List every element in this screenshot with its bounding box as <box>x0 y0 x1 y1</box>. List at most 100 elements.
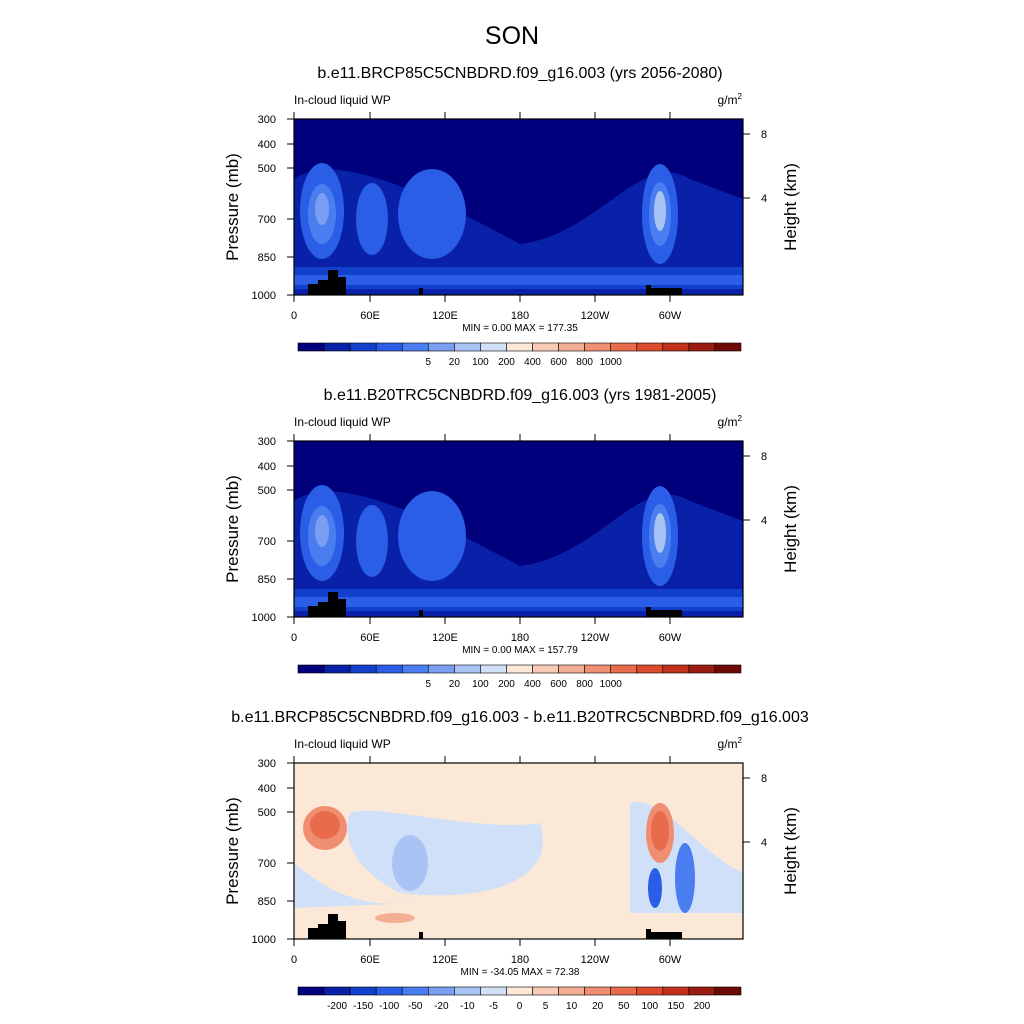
colorbar-label: 150 <box>668 1001 685 1012</box>
y2-tick-label: 8 <box>761 451 767 463</box>
colorbar-swatch <box>584 986 612 996</box>
y-tick-label: 500 <box>258 163 276 175</box>
colorbar-swatch <box>532 342 559 352</box>
colorbar-swatch <box>558 664 585 674</box>
y2-tick-label: 8 <box>761 129 767 141</box>
terrain-mask <box>419 932 423 939</box>
panel-2-colorbar: 5 20 100 200 400 600 800 1000 <box>297 664 742 690</box>
field-negative <box>675 843 695 913</box>
terrain-mask <box>419 610 423 617</box>
panel-3-y-axis-title: Pressure (mb) <box>223 797 242 905</box>
terrain-mask <box>646 607 682 617</box>
panel-3-variable: In-cloud liquid WP <box>294 737 391 751</box>
panel-2: b.e11.B20TRC5CNBDRD.f09_g16.003 (yrs 198… <box>223 387 800 690</box>
colorbar-label: 1000 <box>600 679 623 690</box>
colorbar-swatch <box>375 342 403 352</box>
colorbar-label: -150 <box>353 1001 373 1012</box>
x-tick-label: 60E <box>360 632 380 644</box>
colorbar-label: -20 <box>434 1001 449 1012</box>
y-tick-label: 400 <box>258 461 276 473</box>
colorbar-swatch <box>480 986 507 996</box>
colorbar-swatch <box>532 986 559 996</box>
colorbar-swatch <box>688 664 716 674</box>
panel-3-units: g/m2 <box>718 736 743 751</box>
terrain-mask <box>308 914 346 939</box>
y2-tick-label: 4 <box>761 515 767 527</box>
colorbar-label: -10 <box>460 1001 475 1012</box>
colorbar-label: 400 <box>524 679 541 690</box>
field-band <box>294 597 743 607</box>
y-tick-label: 850 <box>258 896 276 908</box>
panel-2-plot-area: 0 60E 120E 180 120W 60W 300 400 500 700 850 1000 8 4 <box>252 434 767 644</box>
panel-2-units: g/m2 <box>718 414 743 429</box>
panel-3-plot-area: 0 60E 120E 180 120W 60W 300 400 500 700 850 1000 8 4 <box>252 756 767 966</box>
colorbar-label: 200 <box>694 1001 711 1012</box>
field-blob <box>398 491 466 581</box>
colorbar-swatch <box>480 664 507 674</box>
colorbar-swatch <box>662 664 690 674</box>
colorbar-swatch <box>427 342 455 352</box>
y2-tick-label: 8 <box>761 773 767 785</box>
colorbar-swatch <box>662 986 690 996</box>
panel-2-stats: MIN = 0.00 MAX = 157.79 <box>462 645 578 656</box>
colorbar-label: 5 <box>543 1001 549 1012</box>
x-tick-label: 120E <box>432 632 458 644</box>
plot-frame <box>293 440 744 618</box>
colorbar-swatch <box>558 342 585 352</box>
colorbar-label: 100 <box>641 1001 658 1012</box>
panel-1-colorbar: 5 20 100 200 400 600 800 1000 <box>297 342 742 368</box>
colorbar-label: 10 <box>566 1001 578 1012</box>
colorbar-swatch <box>610 986 638 996</box>
colorbar-swatch <box>401 342 429 352</box>
colorbar-swatch <box>375 664 403 674</box>
x-tick-label: 0 <box>291 632 297 644</box>
x-tick-label: 0 <box>291 954 297 966</box>
colorbar-swatch <box>323 664 351 674</box>
y-tick-label: 500 <box>258 807 276 819</box>
colorbar-swatch <box>688 342 716 352</box>
colorbar-swatch <box>662 342 690 352</box>
colorbar-swatch <box>636 342 664 352</box>
field-positive <box>375 913 415 923</box>
y-tick-label: 1000 <box>252 612 276 624</box>
colorbar-label: 20 <box>449 357 461 368</box>
colorbar-swatch <box>714 342 742 352</box>
colorbar-swatch <box>454 664 481 674</box>
panel-1-title: b.e11.BRCP85C5CNBDRD.f09_g16.003 (yrs 20… <box>317 65 722 82</box>
field-band <box>294 275 743 285</box>
colorbar-label: 1000 <box>600 357 623 368</box>
colorbar-label: 600 <box>550 357 567 368</box>
colorbar-swatch <box>349 986 377 996</box>
colorbar-swatch <box>323 986 351 996</box>
field-positive <box>651 811 669 851</box>
panel-3-colorbar: -200 -150 -100 -50 -20 -10 -5 0 5 10 20 50 100 150 200 <box>297 986 742 1012</box>
terrain-mask <box>646 285 682 295</box>
panel-2-y2-axis-title: Height (km) <box>781 485 800 573</box>
colorbar-swatch <box>480 342 507 352</box>
x-tick-label: 60E <box>360 310 380 322</box>
field-blob <box>356 505 388 577</box>
colorbar-label: 200 <box>498 357 515 368</box>
panel-1-stats: MIN = 0.00 MAX = 177.35 <box>462 323 578 334</box>
field-blob <box>315 193 329 225</box>
panel-3: b.e11.BRCP85C5CNBDRD.f09_g16.003 - b.e11… <box>223 709 809 1012</box>
colorbar-swatch <box>401 664 429 674</box>
panel-3-stats: MIN = -34.05 MAX = 72.38 <box>461 967 580 978</box>
colorbar-label: 600 <box>550 679 567 690</box>
x-tick-label: 60W <box>659 310 682 322</box>
y-tick-label: 700 <box>258 858 276 870</box>
colorbar-label: -100 <box>379 1001 399 1012</box>
field-positive <box>310 811 340 839</box>
colorbar-swatch <box>532 664 559 674</box>
colorbar-swatch <box>506 664 533 674</box>
colorbar-label: 800 <box>576 357 593 368</box>
panel-3-y2-axis-title: Height (km) <box>781 807 800 895</box>
panel-2-variable: In-cloud liquid WP <box>294 415 391 429</box>
colorbar-label: 100 <box>472 679 489 690</box>
x-tick-label: 180 <box>511 954 529 966</box>
terrain-mask <box>308 592 346 617</box>
colorbar-swatch <box>610 664 638 674</box>
colorbar-swatch <box>714 986 742 996</box>
y-tick-label: 1000 <box>252 290 276 302</box>
